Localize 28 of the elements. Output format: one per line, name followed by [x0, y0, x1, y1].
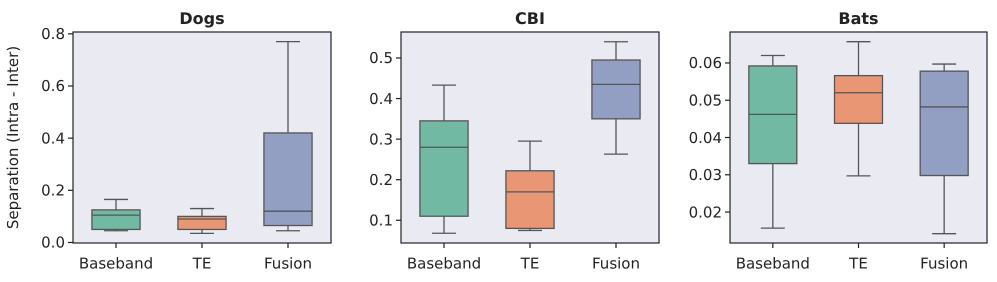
y-tick-label: 0.05 [688, 91, 722, 110]
y-axis-title: Separation (Intra - Inter) [4, 46, 22, 230]
x-tick-label: TE [848, 254, 868, 272]
chart-title: Bats [838, 9, 879, 28]
y-tick-label: 0.03 [688, 166, 722, 184]
y-tick-label: 0.4 [41, 129, 65, 148]
x-tick-label: Fusion [592, 254, 640, 272]
x-tick-label: Baseband [736, 254, 810, 272]
x-tick-label: TE [520, 254, 540, 272]
y-tick-label: 0.5 [369, 49, 393, 68]
y-tick-label: 0.4 [369, 90, 393, 108]
x-tick-label: TE [192, 254, 212, 272]
x-tick-label: Fusion [264, 254, 312, 272]
chart-title: Dogs [179, 9, 225, 28]
x-tick-label: Baseband [406, 254, 482, 272]
y-tick-label: 0.06 [688, 54, 722, 72]
y-tick-label: 0.02 [688, 203, 722, 222]
y-tick-label: 0.2 [369, 170, 393, 189]
y-tick-label: 0.1 [369, 212, 393, 230]
y-tick-label: 0.2 [41, 182, 65, 200]
y-tick-label: 0.0 [41, 234, 65, 252]
chart-title: CBI [515, 9, 545, 28]
y-tick-label: 0.3 [369, 130, 393, 148]
y-tick-label: 0.8 [41, 25, 65, 44]
x-tick-label: Fusion [920, 254, 968, 272]
x-tick-label: Baseband [78, 254, 154, 272]
y-tick-label: 0.04 [688, 128, 722, 147]
y-tick-label: 0.6 [41, 77, 65, 96]
